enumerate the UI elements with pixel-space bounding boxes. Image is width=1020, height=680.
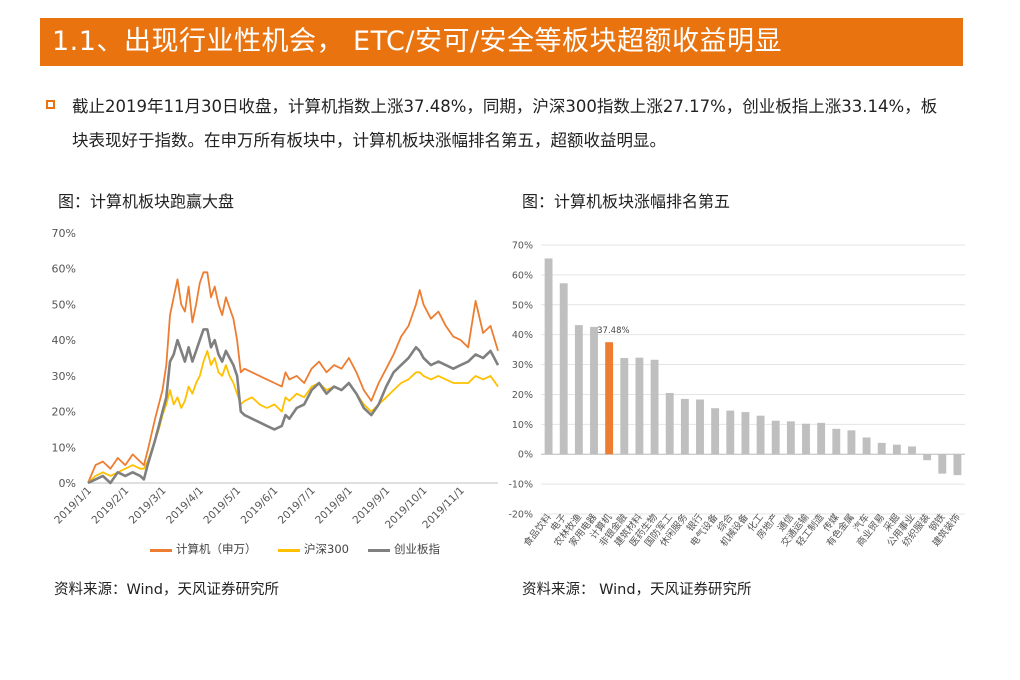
bar-21 — [862, 437, 871, 455]
bar-0 — [544, 258, 553, 455]
bar-27 — [953, 454, 962, 476]
bar-8 — [665, 392, 674, 455]
y-tick-label: 30% — [52, 370, 76, 383]
x-tick-label: 2019/3/1 — [127, 485, 169, 527]
left-chart-caption: 图：计算机板块跑赢大盘 — [58, 192, 235, 211]
x-tick-label: 2019/7/1 — [276, 485, 318, 527]
bar-14 — [756, 415, 765, 455]
highlight-data-label: 37.48% — [597, 326, 629, 336]
bar-6 — [635, 357, 644, 455]
x-tick-label: 2019/5/1 — [201, 485, 243, 527]
summary-text: 截止2019年11月30日收盘，计算机指数上涨37.48%，同期，沪深300指数… — [72, 97, 938, 150]
bar-18 — [817, 422, 826, 455]
y-tick-label: 10% — [52, 441, 76, 454]
line-chart: 0%10%20%30%40%50%60%70%2019/1/12019/2/12… — [52, 227, 500, 531]
bar-2 — [574, 325, 583, 455]
y-tick-label: 70% — [52, 227, 76, 240]
legend-swatch-hs300 — [278, 549, 300, 552]
bar-26 — [938, 454, 947, 474]
x-tick-label: 2019/2/1 — [90, 485, 132, 527]
y-tick-label: 0% — [518, 450, 533, 461]
right-chart-caption: 图：计算机板块涨幅排名第五 — [522, 192, 731, 211]
legend-swatch-gem — [368, 549, 390, 552]
x-tick-label: 2019/8/1 — [313, 485, 355, 527]
x-tick-label: 2019/6/1 — [239, 485, 281, 527]
left-chart-source: 资料来源：Wind，天风证券研究所 — [54, 582, 279, 598]
bar-19 — [832, 428, 841, 455]
y-tick-label: 20% — [512, 390, 533, 401]
bar-25 — [923, 454, 932, 461]
page-title: 1.1、出现行业性机会， ETC/安可/安全等板块超额收益明显 — [40, 18, 963, 66]
bar-5 — [620, 357, 629, 455]
bar-1 — [559, 283, 568, 455]
bar-4 — [605, 342, 614, 455]
series-line-2 — [87, 328, 500, 485]
x-tick-label: 2019/1/1 — [52, 485, 94, 527]
bar-11 — [711, 408, 720, 455]
bar-17 — [802, 423, 810, 455]
bar-13 — [741, 412, 750, 455]
line-chart-legend: 计算机（申万） 沪深300 创业板指 — [150, 539, 510, 561]
bar-23 — [892, 444, 901, 455]
bar-3 — [590, 326, 598, 455]
x-tick-label: 2019/4/1 — [164, 485, 206, 527]
bar-20 — [847, 430, 856, 455]
bar-10 — [696, 399, 704, 455]
legend-label-computer: 计算机（申万） — [176, 542, 257, 556]
bullet-square-icon — [46, 100, 55, 109]
legend-label-hs300: 沪深300 — [304, 542, 349, 556]
bar-15 — [771, 420, 780, 455]
legend-label-gem: 创业板指 — [394, 542, 440, 556]
bar-9 — [680, 398, 689, 455]
y-tick-label: -20% — [508, 510, 533, 521]
y-tick-label: -10% — [508, 480, 533, 491]
bar-7 — [650, 359, 659, 455]
y-tick-label: 60% — [52, 263, 76, 276]
y-tick-label: 50% — [512, 300, 533, 311]
y-tick-label: 10% — [512, 420, 533, 431]
y-tick-label: 0% — [59, 477, 76, 490]
bar-24 — [908, 446, 916, 455]
y-tick-label: 40% — [52, 334, 76, 347]
y-tick-label: 40% — [512, 330, 533, 341]
series-line-0 — [87, 271, 499, 484]
bar-16 — [786, 421, 795, 455]
bar-chart: 70%60%50%40%30%20%10%0%-10%-20%食品饮料电子农林牧… — [508, 241, 965, 549]
legend-swatch-computer — [150, 549, 172, 552]
bar-12 — [726, 410, 735, 455]
y-tick-label: 70% — [512, 241, 533, 252]
y-tick-label: 60% — [512, 270, 533, 281]
right-chart-source: 资料来源： Wind，天风证券研究所 — [522, 582, 752, 598]
y-tick-label: 30% — [512, 360, 533, 371]
y-tick-label: 50% — [52, 298, 76, 311]
y-tick-label: 20% — [52, 406, 76, 419]
bar-22 — [877, 442, 886, 455]
